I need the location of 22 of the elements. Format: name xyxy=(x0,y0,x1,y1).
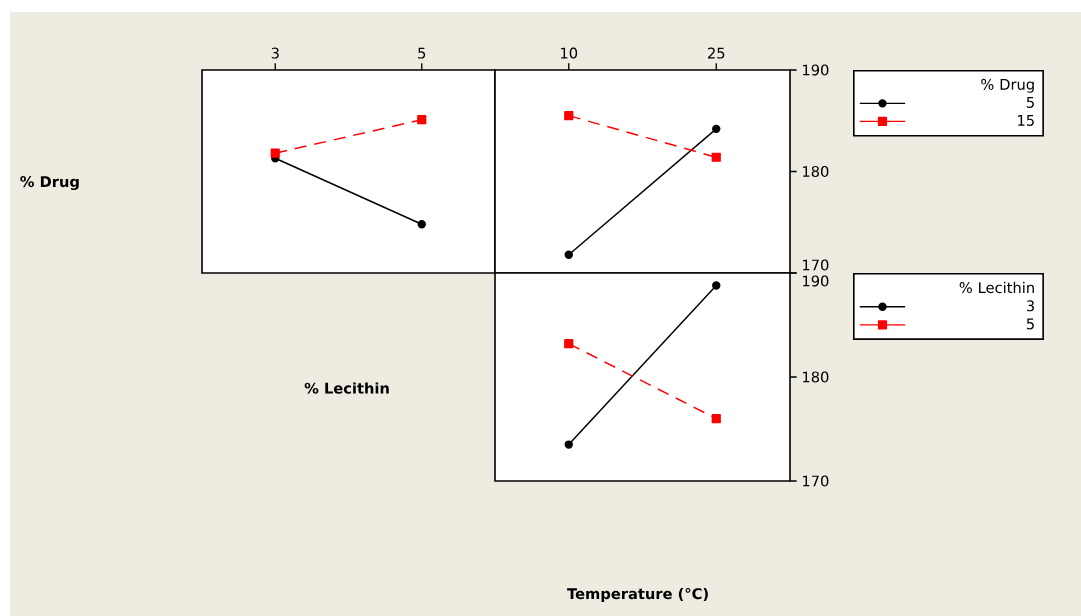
legend-title: % Drug xyxy=(981,78,1034,93)
text: 3 xyxy=(1026,300,1034,312)
text: 5 xyxy=(1026,97,1034,108)
point xyxy=(417,220,426,229)
x-tick-label: 3 xyxy=(271,47,279,59)
y-tick-label: 170 xyxy=(803,259,829,271)
y-tick-label: 190 xyxy=(803,275,829,287)
y-tick-label: 190 xyxy=(803,64,829,76)
x-axis-title: Temperature (°C) xyxy=(567,587,708,603)
y-tick-label: 180 xyxy=(803,371,829,383)
y-tick-label: 180 xyxy=(803,165,829,178)
x-tick-label: 25 xyxy=(707,47,725,59)
x-tick-label: 10 xyxy=(561,47,578,59)
y-axis-title: % Drug xyxy=(20,176,79,191)
text: 15 xyxy=(1018,115,1034,126)
legend-title: % Lecithin xyxy=(959,281,1034,294)
text: 5 xyxy=(1026,318,1034,330)
y-tick-label: 170 xyxy=(803,475,829,487)
x-axis-title: % Lecithin xyxy=(304,382,389,394)
point xyxy=(417,115,427,125)
point xyxy=(270,148,280,158)
x-tick-label: 5 xyxy=(418,47,426,59)
